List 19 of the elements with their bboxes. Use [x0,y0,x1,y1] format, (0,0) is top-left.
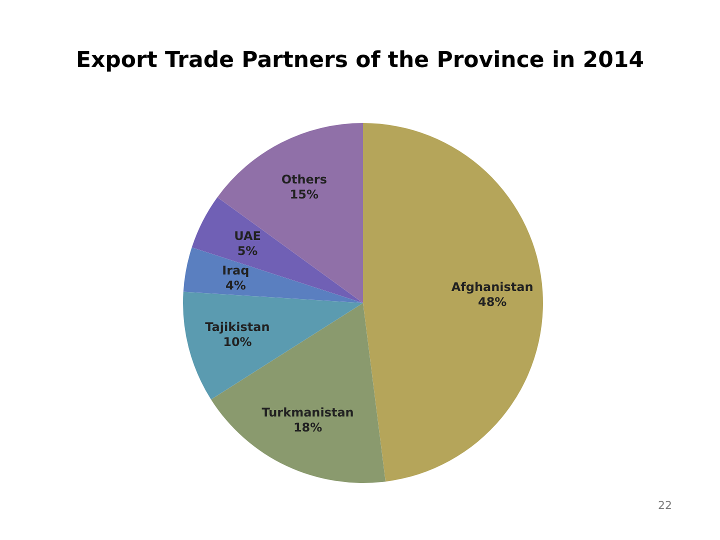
slice-label: UAE [234,229,261,244]
data-label: 15% [290,188,319,202]
slice-label: Others [281,172,328,187]
slice-label: Iraq [222,264,250,278]
slice-label: Tajikistan [205,320,270,334]
data-label: 48% [478,294,507,309]
data-label: 10% [223,335,252,350]
pie-slice [183,247,363,303]
pie-slice [183,292,363,400]
pie-slice [363,123,543,482]
data-label: 5% [237,244,258,258]
chart-title: Export Trade Partners of the Province in 2014 [74,47,646,75]
text: 22 [658,499,672,512]
pie-slice [192,197,363,303]
slice-label: Turkmanistan [262,405,354,420]
data-label: 4% [226,278,246,293]
slice-label: Afghanistan [451,280,534,294]
pie-slice [217,123,363,303]
data-label: 18% [293,420,322,434]
